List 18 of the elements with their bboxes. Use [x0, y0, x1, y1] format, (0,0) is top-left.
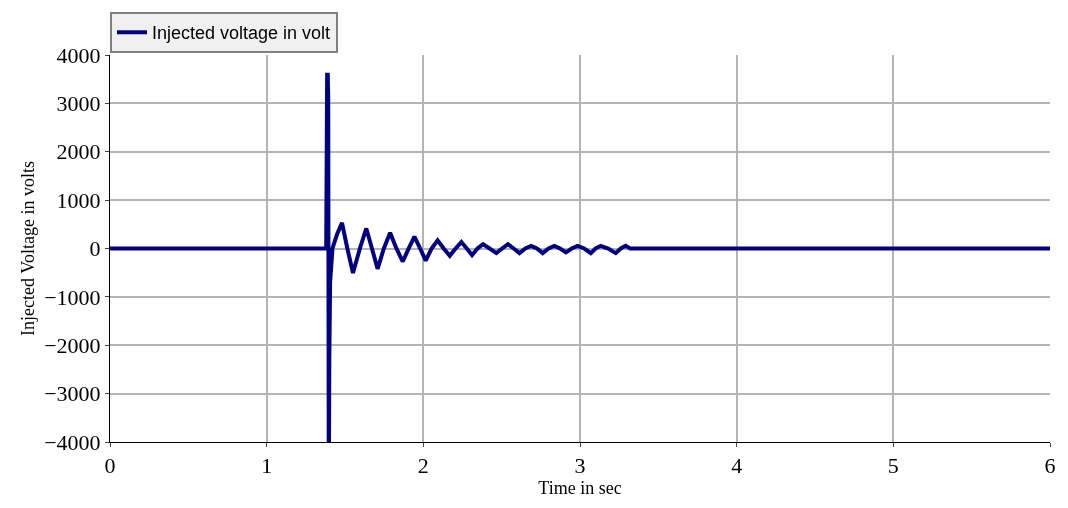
legend-label: Injected voltage in volt: [152, 23, 331, 44]
x-axis-title: Time in sec: [538, 478, 622, 499]
y-tick-label: −3000: [44, 381, 101, 407]
x-tick-label: 3: [574, 453, 586, 479]
x-tick-label: 5: [887, 453, 899, 479]
x-tick-label: 1: [261, 453, 273, 479]
y-tick-label: −2000: [44, 332, 101, 358]
y-tick-label: 0: [89, 236, 101, 262]
y-tick-label: 1000: [56, 187, 101, 213]
x-tick-label: 2: [417, 453, 429, 479]
y-tick-label: 3000: [56, 91, 101, 117]
y-tick-label: −4000: [44, 429, 101, 455]
x-tick-label: 4: [731, 453, 743, 479]
y-tick-label: −1000: [44, 284, 101, 310]
y-tick-label: 4000: [56, 42, 101, 68]
y-axis-title: Injected Voltage in volts: [18, 161, 39, 336]
x-tick-label: 6: [1044, 453, 1056, 479]
y-tick-label: 2000: [56, 139, 101, 165]
